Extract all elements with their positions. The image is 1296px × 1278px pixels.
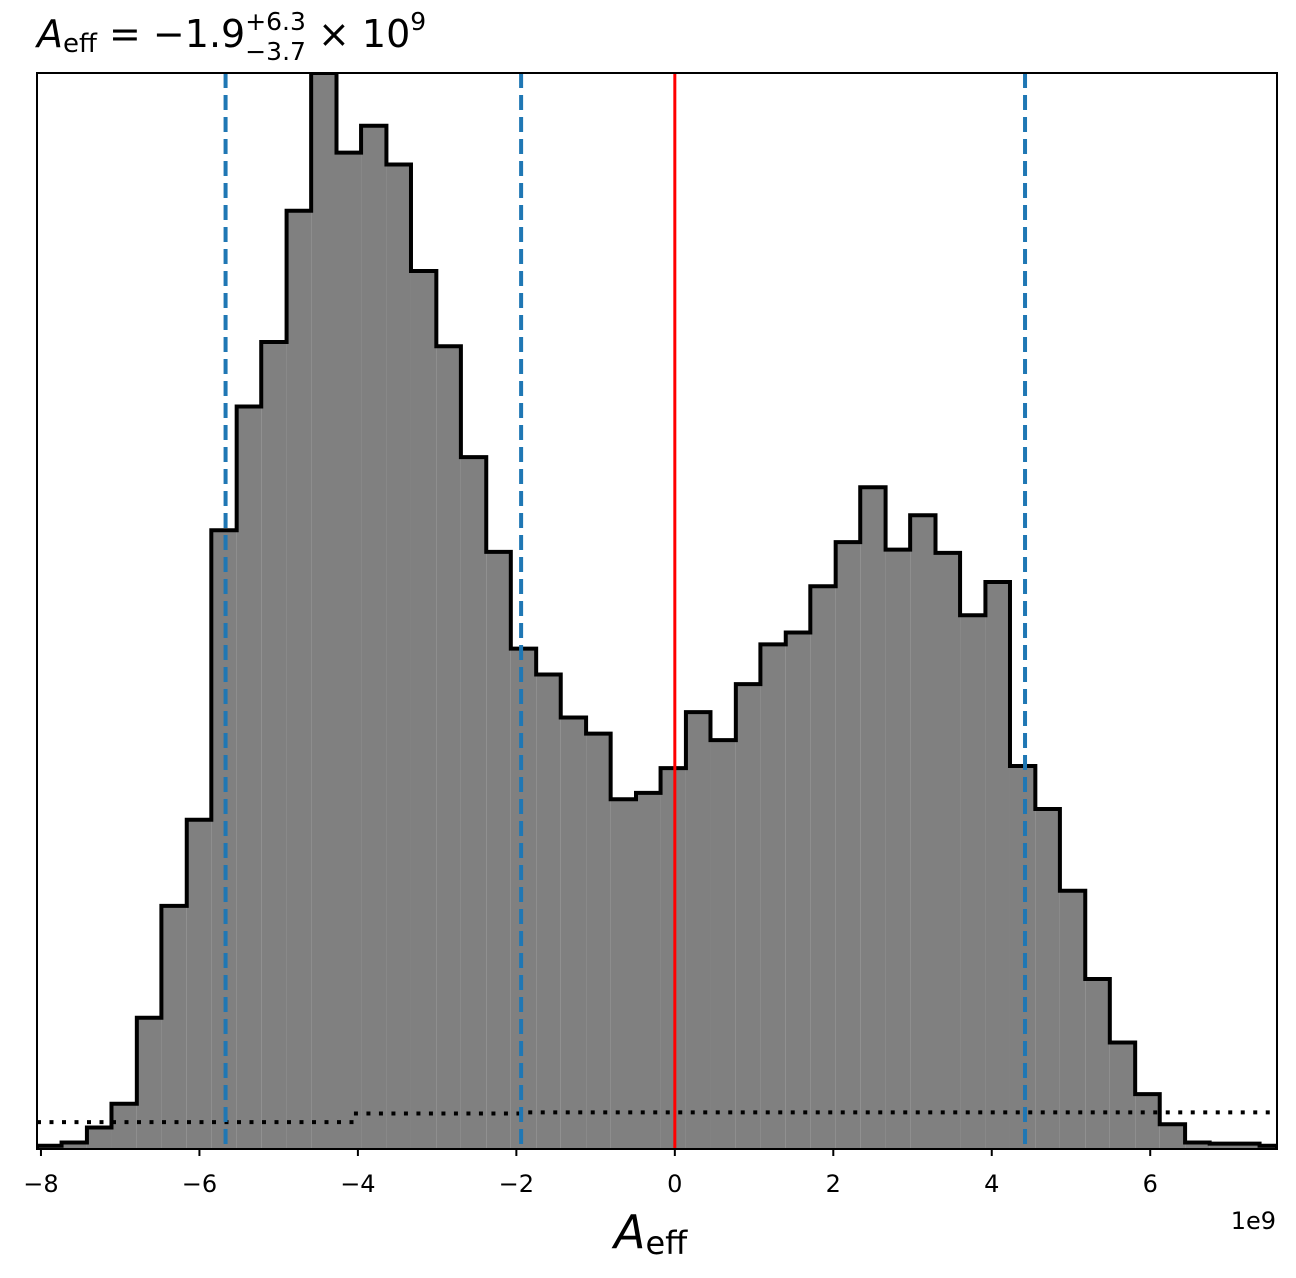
histogram-bar [486,551,511,1149]
histogram-bar [1009,765,1036,1149]
x-axis: −8 −6 −4 −2 0 2 4 6 [23,1149,1158,1198]
histogram-bar [735,684,761,1149]
x-tick-label: 6 [1143,1170,1158,1198]
histogram-bar [436,346,461,1149]
histogram-bar [860,487,886,1149]
histogram-bar [286,210,312,1149]
x-offset-label: 1e9 [1231,1207,1276,1235]
histogram-bar [985,581,1010,1149]
title-times: × 10 [306,12,410,56]
title-symbol: A [34,12,63,56]
histogram-bar [885,549,911,1149]
xlabel-symbol: A [611,1205,645,1259]
histogram-bar [560,717,587,1149]
histogram-bar [161,905,187,1149]
histogram-bar [536,674,561,1149]
histogram-bar [760,644,786,1149]
histogram-bar [361,125,387,1149]
plot-area [36,72,1278,1150]
histogram-bars [37,73,1277,1149]
histogram-bar [1135,1094,1160,1149]
histogram-bar [636,792,661,1149]
histogram-bar [460,457,487,1149]
histogram-bar [1235,1143,1260,1149]
title-symbol-subscript: eff [63,29,98,59]
histogram-bar [960,615,986,1149]
title-median: −1.9 [153,12,245,56]
histogram-bar [1185,1142,1210,1149]
histogram-bar [336,152,362,1149]
histogram-bar [1109,1042,1136,1149]
x-tick-label: −8 [23,1170,58,1198]
histogram-bar [810,586,836,1149]
histogram-bar [136,1017,162,1149]
title-exponent: 9 [410,7,426,36]
x-tick-label: 0 [667,1170,682,1198]
histogram-bar [111,1103,137,1149]
title-minus-error: −3.7 [245,37,306,66]
histogram-bar [410,270,437,1149]
histogram-bar [386,164,411,1149]
x-tick-label: −4 [340,1170,375,1198]
plot-frame [36,72,1278,1150]
histogram-bar [710,740,736,1149]
histogram-bar [61,1142,87,1149]
histogram-bar [935,552,961,1149]
histogram-bar [660,768,686,1149]
x-tick-label: −2 [499,1170,534,1198]
histogram-outline [37,73,1277,1149]
histogram-bar [835,542,861,1149]
histogram-bar [785,632,811,1149]
chart-title: Aeff = −1.9+6.3 −3.7 × 109 [34,7,426,66]
xlabel-subscript: eff [645,1224,688,1262]
x-tick-label: 4 [984,1170,999,1198]
title-plus-error: +6.3 [245,7,306,36]
histogram-bar [311,73,337,1149]
x-axis-label: Aeff [611,1205,688,1262]
histogram-bar [1085,978,1110,1149]
histogram-bar [236,406,262,1149]
histogram-bar [685,712,711,1149]
histogram-bar [186,819,212,1149]
x-tick-label: −6 [182,1170,217,1198]
histogram-bar [1159,1124,1186,1149]
histogram-bar [1209,1143,1236,1149]
histogram-bar [86,1127,112,1149]
histogram-bar [261,342,287,1149]
histogram-bar [610,799,637,1149]
x-tick-label: 2 [826,1170,841,1198]
title-equals: = [97,12,153,56]
histogram-bar [1059,890,1086,1149]
histogram-bar [910,515,936,1149]
histogram-bar [586,733,611,1149]
histogram-bar [510,648,537,1149]
histogram-bar [1035,808,1060,1149]
